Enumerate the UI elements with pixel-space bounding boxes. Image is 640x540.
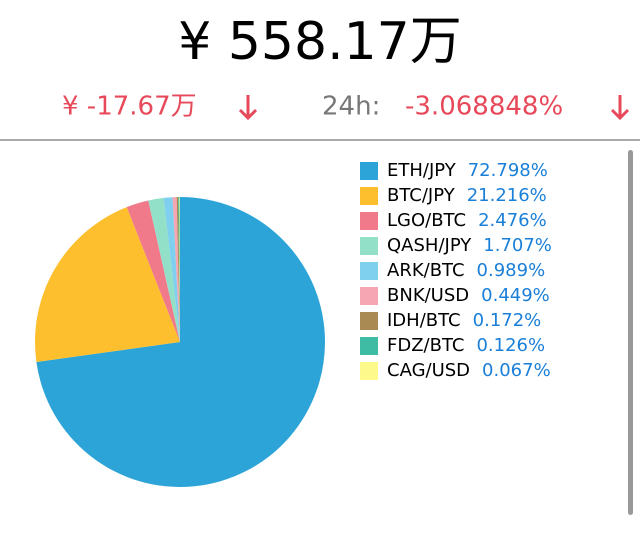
legend-value: 0.067% bbox=[482, 360, 551, 381]
total-value: ¥ 558.17万 bbox=[178, 12, 462, 72]
legend-swatch bbox=[360, 312, 378, 330]
legend-value: 21.216% bbox=[467, 185, 547, 206]
pie-slice bbox=[178, 197, 180, 342]
down-arrow bbox=[238, 95, 258, 121]
legend-label: BNK/USD bbox=[387, 285, 469, 306]
legend-value: 0.126% bbox=[476, 335, 545, 356]
pie-slice bbox=[163, 197, 180, 342]
pie-slice bbox=[126, 200, 180, 342]
legend-value: 0.449% bbox=[481, 285, 550, 306]
legend-value: 0.172% bbox=[473, 310, 542, 331]
legend-value: 0.989% bbox=[477, 260, 546, 281]
legend-value: 1.707% bbox=[483, 235, 552, 256]
legend-label: BTC/JPY bbox=[387, 185, 456, 206]
legend-swatch bbox=[360, 162, 378, 180]
pie-slice bbox=[148, 197, 180, 342]
legend-swatch bbox=[360, 262, 378, 280]
pie-slice bbox=[172, 197, 180, 342]
legend-label: FDZ/BTC bbox=[387, 335, 464, 356]
legend-label: ETH/JPY bbox=[387, 160, 457, 181]
scrollbar bbox=[628, 150, 633, 515]
legend-swatch bbox=[360, 287, 378, 305]
legend-label: CAG/USD bbox=[387, 360, 470, 381]
legend-swatch bbox=[360, 362, 378, 380]
pie-slice bbox=[36, 197, 325, 487]
legend-value: 72.798% bbox=[468, 160, 548, 181]
legend-label: LGO/BTC bbox=[387, 210, 466, 231]
pie-slice bbox=[176, 197, 180, 342]
legend-swatch bbox=[360, 237, 378, 255]
legend-swatch bbox=[360, 212, 378, 230]
legend-swatch bbox=[360, 337, 378, 355]
legend-label: QASH/JPY bbox=[387, 235, 472, 256]
period-change: -3.068848% bbox=[405, 92, 563, 122]
legend-label: ARK/BTC bbox=[387, 260, 465, 281]
legend-label: IDH/BTC bbox=[387, 310, 461, 331]
down-arrow bbox=[610, 95, 630, 121]
pie-slice bbox=[179, 197, 180, 342]
legend-swatch bbox=[360, 187, 378, 205]
change-value: ¥ -17.67万 bbox=[62, 92, 197, 122]
legend-value: 2.476% bbox=[478, 210, 547, 231]
pie-slice bbox=[35, 207, 181, 362]
period-label: 24h: bbox=[322, 92, 380, 122]
